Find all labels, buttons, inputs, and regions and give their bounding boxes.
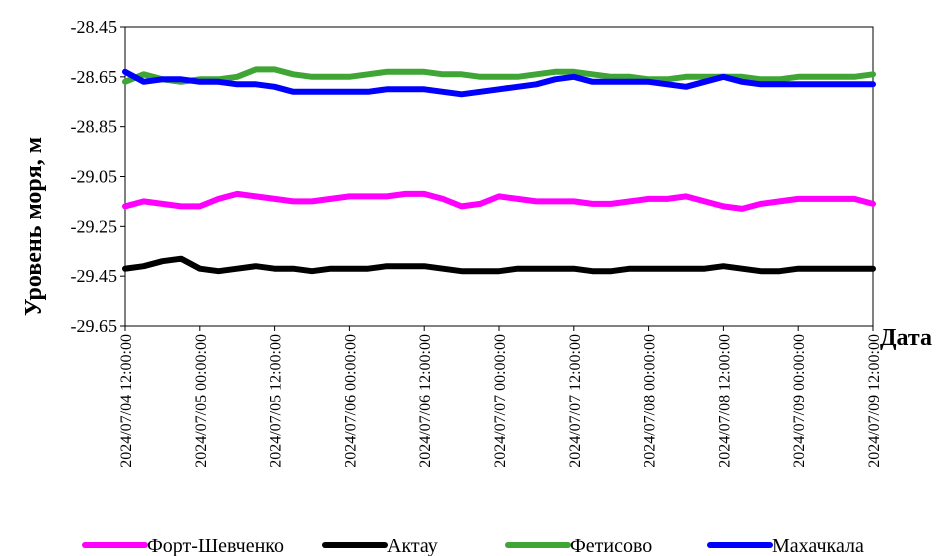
legend-label: Махачкала [772, 535, 864, 556]
x-tick-label: 2024/07/05 12:00:00 [268, 334, 285, 468]
x-tick-label: 2024/07/07 00:00:00 [492, 334, 509, 468]
series-line-3 [122, 66, 876, 85]
y-axis-ticks: -28.45 -28.65 -28.85 -29.05 -29.25 -29.45 -29.… [71, 17, 125, 336]
legend: Форт-Шевченко Актау Фетисово Махачкала [82, 535, 864, 556]
y-tick-label: -29.45 [71, 266, 118, 286]
series-line-2 [122, 255, 876, 275]
y-tick-label: -29.65 [71, 316, 118, 336]
x-tick-label: 2024/07/09 00:00:00 [791, 334, 808, 468]
x-tick-label: 2024/07/06 00:00:00 [342, 334, 359, 468]
legend-label: Форт-Шевченко [147, 535, 284, 556]
x-axis-title: Дата [880, 325, 932, 351]
y-tick-label: -28.85 [71, 117, 118, 137]
x-tick-label: 2024/07/06 12:00:00 [417, 334, 434, 468]
legend-label: Актау [387, 535, 438, 556]
y-axis-title: Уровень моря, м [21, 137, 47, 316]
x-tick-label: 2024/07/09 12:00:00 [866, 334, 883, 468]
legend-label: Фетисово [570, 535, 652, 556]
x-tick-label: 2024/07/08 00:00:00 [642, 334, 659, 468]
y-tick-label: -28.65 [71, 67, 118, 87]
series-lines [122, 66, 876, 275]
x-tick-label: 2024/07/04 12:00:00 [118, 334, 135, 468]
series-line-4 [122, 68, 876, 98]
y-tick-label: -29.05 [71, 167, 118, 187]
y-tick-label: -29.25 [71, 216, 118, 236]
series-line-1 [122, 190, 876, 212]
x-tick-label: 2024/07/07 12:00:00 [567, 334, 584, 468]
y-tick-label: -28.45 [71, 17, 118, 37]
plot-area-frame [124, 26, 874, 327]
x-axis-ticks: 2024/07/04 12:00:00 2024/07/05 00:00:00 20… [118, 326, 883, 468]
x-tick-label: 2024/07/08 12:00:00 [716, 334, 733, 468]
x-tick-label: 2024/07/05 00:00:00 [193, 334, 210, 468]
